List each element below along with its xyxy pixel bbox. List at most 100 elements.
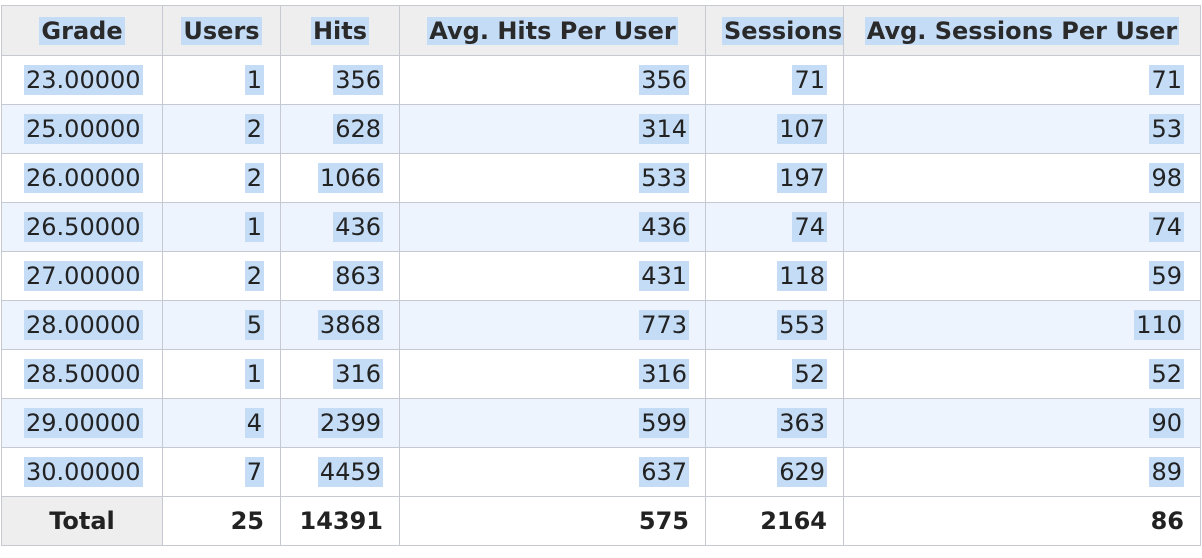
table-row: 30.00000 7 4459 637 629 89 (1, 447, 1201, 497)
header-label: Avg. Sessions Per User (864, 16, 1180, 45)
cell-users: 2 (162, 104, 281, 154)
cell-value: 52 (792, 359, 827, 389)
cell-avg-sessions-per-user: 90 (843, 398, 1201, 448)
cell-value: 7 (244, 457, 264, 487)
cell-value: 316 (333, 359, 383, 389)
cell-value: 4 (244, 408, 264, 438)
cell-hits: 356 (280, 55, 400, 105)
cell-value: 118 (777, 261, 827, 291)
cell-value: 107 (777, 114, 827, 144)
column-header-users[interactable]: Users (162, 5, 281, 56)
cell-avg-hits-per-user: 533 (399, 153, 706, 203)
cell-hits: 3868 (280, 300, 400, 350)
table-row: 26.50000 1 436 436 74 74 (1, 202, 1201, 252)
cell-sessions: 107 (705, 104, 844, 154)
cell-avg-sessions-per-user: 53 (843, 104, 1201, 154)
cell-value: 71 (1149, 65, 1184, 95)
cell-value: 356 (333, 65, 383, 95)
cell-value: 5 (244, 310, 264, 340)
cell-avg-hits-per-user: 314 (399, 104, 706, 154)
cell-value: 27.00000 (24, 261, 143, 291)
cell-sessions: 74 (705, 202, 844, 252)
cell-value: 316 (639, 359, 689, 389)
cell-avg-sessions-per-user: 74 (843, 202, 1201, 252)
cell-grade: 26.50000 (1, 202, 163, 252)
cell-users: 2 (162, 251, 281, 301)
cell-value: 53 (1149, 114, 1184, 144)
cell-grade: 23.00000 (1, 55, 163, 105)
cell-value: 629 (777, 457, 827, 487)
header-label: Avg. Hits Per User (427, 16, 678, 45)
cell-grade: 25.00000 (1, 104, 163, 154)
cell-value: 25.00000 (24, 114, 143, 144)
header-label: Users (181, 16, 262, 45)
cell-grade: 28.50000 (1, 349, 163, 399)
cell-value: 89 (1149, 457, 1184, 487)
cell-grade: 28.00000 (1, 300, 163, 350)
table-row: 28.50000 1 316 316 52 52 (1, 349, 1201, 399)
cell-avg-hits-per-user: 773 (399, 300, 706, 350)
table-row: 26.00000 2 1066 533 197 98 (1, 153, 1201, 203)
cell-sessions: 197 (705, 153, 844, 203)
cell-sessions: 118 (705, 251, 844, 301)
total-label: Total (1, 496, 163, 546)
cell-value: 74 (1149, 212, 1184, 242)
table-header: Grade Users Hits Avg. Hits Per User Sess… (1, 5, 1201, 56)
cell-hits: 436 (280, 202, 400, 252)
cell-value: 4459 (317, 457, 383, 487)
cell-value: 52 (1149, 359, 1184, 389)
cell-sessions: 71 (705, 55, 844, 105)
cell-value: 29.00000 (24, 408, 143, 438)
total-sessions: 2164 (705, 496, 844, 546)
cell-users: 7 (162, 447, 281, 497)
cell-value: 71 (792, 65, 827, 95)
cell-users: 1 (162, 55, 281, 105)
cell-value: 2 (244, 163, 264, 193)
column-header-hits[interactable]: Hits (280, 5, 400, 56)
column-header-sessions[interactable]: Sessions (705, 5, 844, 56)
cell-value: 628 (333, 114, 383, 144)
column-header-avg-sessions-per-user[interactable]: Avg. Sessions Per User (843, 5, 1201, 56)
cell-value: 30.00000 (24, 457, 143, 487)
cell-value: 314 (639, 114, 689, 144)
cell-hits: 4459 (280, 447, 400, 497)
total-users: 25 (162, 496, 281, 546)
cell-avg-sessions-per-user: 71 (843, 55, 1201, 105)
cell-value: 26.00000 (24, 163, 143, 193)
total-hits: 14391 (280, 496, 400, 546)
cell-avg-sessions-per-user: 110 (843, 300, 1201, 350)
table-row: 28.00000 5 3868 773 553 110 (1, 300, 1201, 350)
cell-avg-sessions-per-user: 89 (843, 447, 1201, 497)
cell-grade: 30.00000 (1, 447, 163, 497)
cell-hits: 316 (280, 349, 400, 399)
cell-value: 110 (1134, 310, 1184, 340)
cell-users: 1 (162, 202, 281, 252)
cell-value: 74 (792, 212, 827, 242)
cell-sessions: 363 (705, 398, 844, 448)
cell-value: 1 (244, 359, 264, 389)
header-label: Sessions (722, 16, 843, 45)
header-row: Grade Users Hits Avg. Hits Per User Sess… (1, 5, 1201, 56)
total-row: Total 25 14391 575 2164 86 (1, 496, 1201, 546)
cell-value: 773 (639, 310, 689, 340)
cell-hits: 628 (280, 104, 400, 154)
cell-value: 599 (639, 408, 689, 438)
cell-value: 197 (777, 163, 827, 193)
column-header-grade[interactable]: Grade (1, 5, 163, 56)
cell-hits: 863 (280, 251, 400, 301)
cell-value: 1 (244, 65, 264, 95)
cell-value: 863 (333, 261, 383, 291)
cell-value: 26.50000 (24, 212, 143, 242)
cell-sessions: 629 (705, 447, 844, 497)
cell-value: 2 (244, 261, 264, 291)
cell-avg-hits-per-user: 316 (399, 349, 706, 399)
cell-value: 28.00000 (24, 310, 143, 340)
cell-users: 5 (162, 300, 281, 350)
cell-avg-hits-per-user: 637 (399, 447, 706, 497)
column-header-avg-hits-per-user[interactable]: Avg. Hits Per User (399, 5, 706, 56)
grade-stats-table: Grade Users Hits Avg. Hits Per User Sess… (1, 5, 1201, 546)
cell-value: 436 (639, 212, 689, 242)
cell-avg-sessions-per-user: 98 (843, 153, 1201, 203)
cell-value: 98 (1149, 163, 1184, 193)
cell-avg-sessions-per-user: 59 (843, 251, 1201, 301)
